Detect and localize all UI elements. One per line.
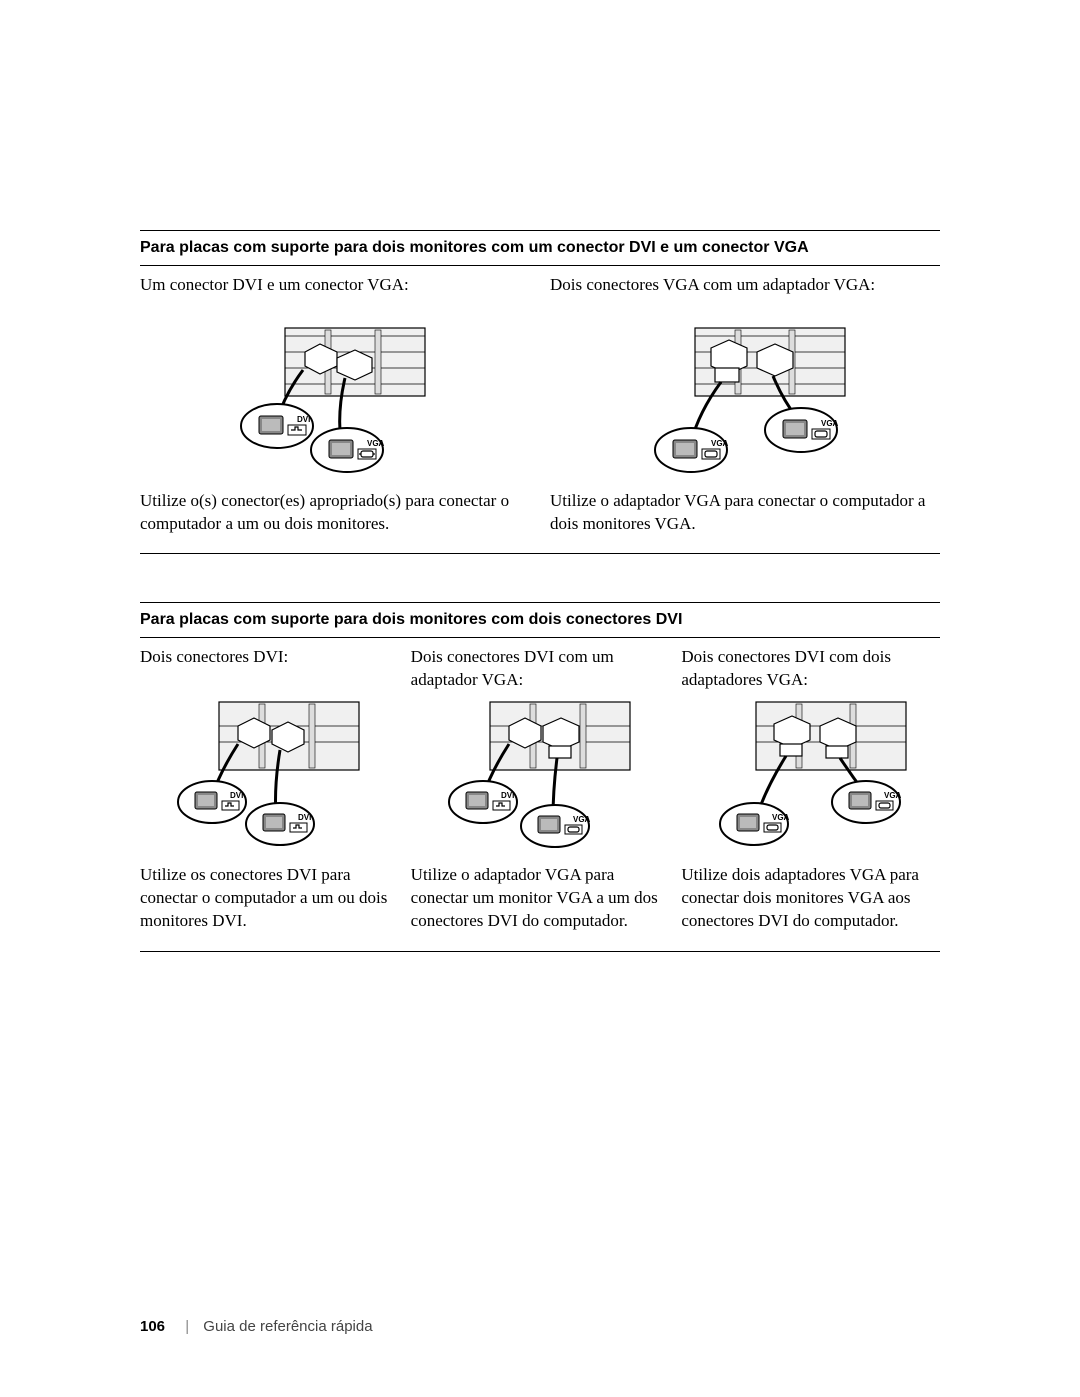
label-dvi: DVI xyxy=(297,415,310,424)
s2-c1-top: Dois conectores DVI: xyxy=(140,646,399,690)
s2-c2-bottom: Utilize o adaptador VGA para conectar um… xyxy=(411,864,670,933)
section-header-2: Para placas com suporte para dois monito… xyxy=(140,602,940,638)
page-footer: 106 | Guia de referência rápida xyxy=(140,1317,373,1337)
footer-separator: | xyxy=(185,1318,189,1335)
s2-c3-top: Dois conectores DVI com dois adaptadores… xyxy=(681,646,940,692)
section1-bottom-row: Utilize o(s) conector(es) apropriado(s) … xyxy=(140,490,940,555)
footer-title: Guia de referência rápida xyxy=(203,1318,372,1335)
s2c2-lb: VGA xyxy=(573,815,591,824)
figure-s2-c3: VGA VGA xyxy=(681,696,940,856)
s2c2-la: DVI xyxy=(501,791,514,800)
label-vga-a: VGA xyxy=(711,439,729,448)
label-vga: VGA xyxy=(367,439,385,448)
s2-c1-bottom: Utilize os conectores DVI para conectar … xyxy=(140,864,399,933)
page-number: 106 xyxy=(140,1318,165,1335)
section2-bottom-row: Utilize os conectores DVI para conectar … xyxy=(140,864,940,952)
s2-c2-top: Dois conectores DVI com um adaptador VGA… xyxy=(411,646,670,692)
section-header-1: Para placas com suporte para dois monito… xyxy=(140,230,940,266)
section1-figure-row: DVI VGA xyxy=(140,318,940,490)
section2-top-row: Dois conectores DVI: Dois conectores DVI… xyxy=(140,646,940,692)
figure-s1-c2: VGA VGA xyxy=(550,322,940,482)
section2-figure-row: DVI DVI xyxy=(140,692,940,864)
label-vga-b: VGA xyxy=(821,419,839,428)
figure-s2-c1: DVI DVI xyxy=(140,696,399,856)
s1-c1-top: Um conector DVI e um conector VGA: xyxy=(140,274,530,318)
figure-s1-c1: DVI VGA xyxy=(140,322,530,482)
s2c3-lb: VGA xyxy=(884,791,902,800)
s2c1-lb: DVI xyxy=(298,813,311,822)
s2-c3-bottom: Utilize dois adaptadores VGA para conect… xyxy=(681,864,940,933)
s1-c2-top: Dois conectores VGA com um adaptador VGA… xyxy=(550,274,940,318)
s1-c2-bottom: Utilize o adaptador VGA para conectar o … xyxy=(550,490,940,536)
s2c3-la: VGA xyxy=(772,813,790,822)
figure-s2-c2: DVI VGA xyxy=(411,696,670,856)
section-dvi-dvi: Para placas com suporte para dois monito… xyxy=(140,602,940,951)
s2c1-la: DVI xyxy=(230,791,243,800)
section1-top-row: Um conector DVI e um conector VGA: Dois … xyxy=(140,274,940,318)
s1-c1-bottom: Utilize o(s) conector(es) apropriado(s) … xyxy=(140,490,530,536)
section-dvi-vga: Para placas com suporte para dois monito… xyxy=(140,230,940,554)
